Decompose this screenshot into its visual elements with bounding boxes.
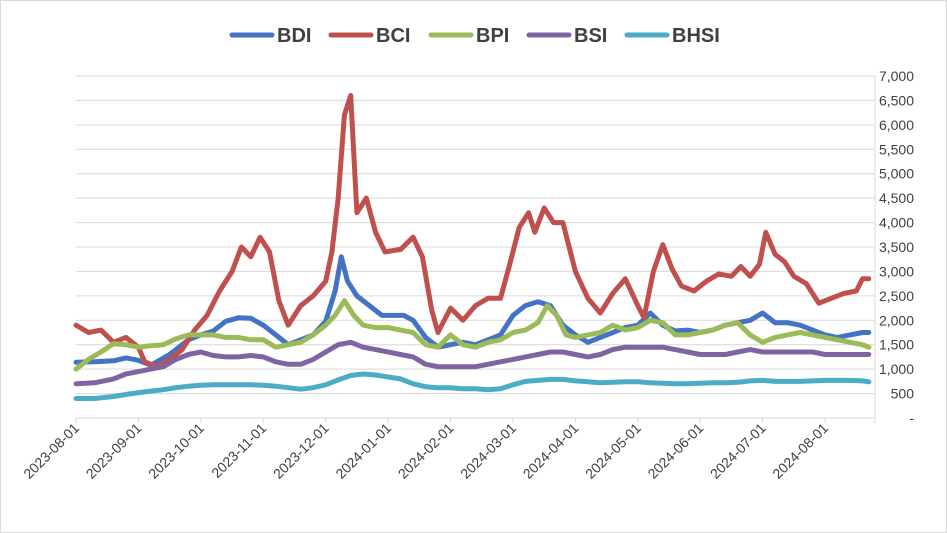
- x-tick-label: 2023-11-01: [208, 420, 269, 481]
- x-axis-ticks: 2023-08-01 2023-09-01 2023-10-01 2023-11-01…: [20, 418, 876, 482]
- y-tick-label: 5,000: [879, 166, 914, 182]
- legend: BDI BCI BPI BSI BHSI: [229, 25, 720, 47]
- y-tick-label: 1,500: [879, 337, 914, 353]
- x-tick-label: 2024-02-01: [395, 420, 457, 482]
- legend-label-bhsi: BHSI: [672, 25, 720, 47]
- series-line-bsi: [73, 339, 872, 387]
- x-tick-label: 2023-09-01: [83, 420, 145, 482]
- series-line-bhsi: [73, 371, 872, 401]
- y-tick-label: 2,500: [879, 288, 914, 304]
- series-line-bpi: [73, 298, 872, 372]
- y-tick-label: 7,000: [879, 68, 914, 84]
- y-tick-label: 6,000: [879, 117, 914, 133]
- y-tick-label: 3,500: [879, 239, 914, 255]
- x-tick-label: 2023-12-01: [270, 420, 332, 482]
- x-tick-label: 2024-06-01: [644, 420, 706, 482]
- x-tick-label: 2024-05-01: [582, 420, 644, 482]
- y-tick-label: 5,500: [879, 141, 914, 157]
- x-tick-label: 2024-03-01: [457, 420, 519, 482]
- y-tick-label: 6,500: [879, 92, 914, 108]
- x-tick-label: 2023-08-01: [20, 420, 82, 482]
- axes: [76, 76, 876, 419]
- x-tick-label: 2023-10-01: [145, 420, 207, 482]
- series-line-bci: [73, 93, 872, 370]
- x-tick-label: 2024-01-01: [332, 420, 394, 482]
- legend-label-bpi: BPI: [476, 25, 509, 47]
- legend-label-bdi: BDI: [277, 25, 311, 47]
- series-lines: [73, 93, 872, 401]
- y-axis-ticks: - 500 1,000 1,500 2,000 2,500 3,000 3,500 4,000 4…: [879, 68, 914, 426]
- y-tick-label: 1,000: [879, 361, 914, 377]
- x-tick-label: 2024-08-01: [769, 420, 831, 482]
- y-tick-label: 2,000: [879, 312, 914, 328]
- y-tick-label: 3,000: [879, 263, 914, 279]
- y-tick-label: 500: [891, 386, 915, 402]
- y-tick-label: 4,000: [879, 215, 914, 231]
- legend-label-bsi: BSI: [574, 25, 607, 47]
- legend-label-bci: BCI: [376, 25, 410, 47]
- y-tick-label: -: [909, 410, 914, 426]
- y-tick-label: 4,500: [879, 190, 914, 206]
- gridlines: [76, 75, 875, 395]
- x-tick-label: 2024-04-01: [520, 420, 582, 482]
- x-tick-label: 2024-07-01: [707, 420, 769, 482]
